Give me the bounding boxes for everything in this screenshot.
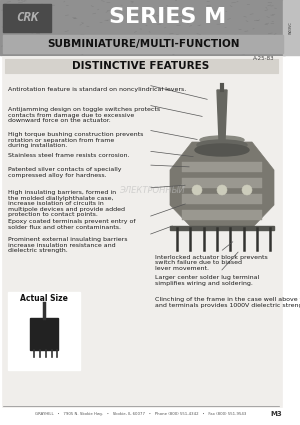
Bar <box>182 194 262 204</box>
Text: SERIES M: SERIES M <box>110 7 226 27</box>
Text: the molded diallylphthalate case,: the molded diallylphthalate case, <box>8 196 113 201</box>
Text: CRK: CRK <box>16 11 38 23</box>
Bar <box>3 35 283 53</box>
Text: Stainless steel frame resists corrosion.: Stainless steel frame resists corrosion. <box>8 153 130 158</box>
Ellipse shape <box>197 140 247 150</box>
Text: lever movement.: lever movement. <box>155 266 209 271</box>
Polygon shape <box>217 90 227 140</box>
Bar <box>182 210 262 220</box>
Text: multipole devices and provide added: multipole devices and provide added <box>8 207 125 212</box>
Text: Antirotation feature is standard on noncylindrical levers.: Antirotation feature is standard on nonc… <box>8 87 186 92</box>
Text: High torque bushing construction prevents: High torque bushing construction prevent… <box>8 132 143 137</box>
Text: Epoxy coated terminals prevent entry of: Epoxy coated terminals prevent entry of <box>8 219 136 224</box>
Text: simplifies wiring and soldering.: simplifies wiring and soldering. <box>155 280 253 286</box>
Text: solder flux and other contaminants.: solder flux and other contaminants. <box>8 224 121 230</box>
Bar <box>3 57 282 407</box>
Circle shape <box>192 185 202 195</box>
Text: Actual Size: Actual Size <box>20 294 68 303</box>
Bar <box>182 178 262 188</box>
Text: and terminals provides 1000V dielectric strength.: and terminals provides 1000V dielectric … <box>155 303 300 308</box>
Text: Prominent external insulating barriers: Prominent external insulating barriers <box>8 237 127 242</box>
Text: ЭЛЕКТРОННЫЙ: ЭЛЕКТРОННЫЙ <box>119 185 185 195</box>
Text: Larger center solder lug terminal: Larger center solder lug terminal <box>155 275 259 280</box>
Bar <box>3 4 51 32</box>
Bar <box>5 59 278 73</box>
Ellipse shape <box>200 136 244 144</box>
Bar <box>170 226 274 230</box>
Polygon shape <box>170 142 274 228</box>
Text: A-25-83: A-25-83 <box>253 56 274 60</box>
Text: M3: M3 <box>270 411 282 417</box>
Text: GRAYHILL   •   7905 N. Skokie Hwy.   •   Skokie, IL 60077   •   Phone (800) 551-: GRAYHILL • 7905 N. Skokie Hwy. • Skokie,… <box>35 412 247 416</box>
Text: Interlocked actuator block prevents: Interlocked actuator block prevents <box>155 255 268 260</box>
Text: W03VC: W03VC <box>289 22 293 34</box>
Bar <box>30 318 58 350</box>
Text: rotation or separation from frame: rotation or separation from frame <box>8 138 114 142</box>
Text: Antijamming design on toggle switches protects: Antijamming design on toggle switches pr… <box>8 107 160 112</box>
Ellipse shape <box>195 144 249 156</box>
Text: switch failure due to biased: switch failure due to biased <box>155 261 242 266</box>
Text: Patented silver contacts of specially: Patented silver contacts of specially <box>8 167 122 172</box>
Text: SUBMINIATURE/MULTI-FUNCTION: SUBMINIATURE/MULTI-FUNCTION <box>47 39 239 49</box>
Text: contacts from damage due to excessive: contacts from damage due to excessive <box>8 113 134 117</box>
Text: increase isolation of circuits in: increase isolation of circuits in <box>8 201 104 206</box>
Text: downward force on the actuator.: downward force on the actuator. <box>8 118 111 123</box>
Text: protection to contact points.: protection to contact points. <box>8 212 98 217</box>
Text: Clinching of the frame in the case well above the base: Clinching of the frame in the case well … <box>155 297 300 302</box>
Circle shape <box>217 185 227 195</box>
Text: High insulating barriers, formed in: High insulating barriers, formed in <box>8 190 116 195</box>
Text: during installation.: during installation. <box>8 143 67 148</box>
Bar <box>0 0 285 55</box>
Bar <box>283 0 300 55</box>
Circle shape <box>242 185 252 195</box>
Text: DISTINCTIVE FEATURES: DISTINCTIVE FEATURES <box>72 61 210 71</box>
Bar <box>8 292 80 370</box>
Text: compressed alloy for hardness.: compressed alloy for hardness. <box>8 173 106 178</box>
Bar <box>182 162 262 172</box>
Text: increase insulation resistance and: increase insulation resistance and <box>8 243 115 247</box>
Text: dielectric strength.: dielectric strength. <box>8 248 68 253</box>
